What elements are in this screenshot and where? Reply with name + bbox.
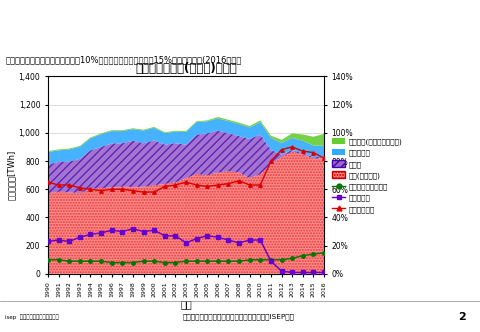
Y-axis label: 年間発電量[TWh]: 年間発電量[TWh] <box>7 150 16 200</box>
Title: 日本の電源構成(発電量)の推移: 日本の電源構成(発電量)の推移 <box>135 62 237 75</box>
Text: 日本の電力供給構造の推移: 日本の電力供給構造の推移 <box>7 16 136 34</box>
Text: 出典：電気事業便覧、電力調査統計などからISEP作成: 出典：電気事業便覧、電力調査統計などからISEP作成 <box>182 314 294 320</box>
Text: 自然エネルギーの発電量の比率は10%前後で停滁してきたが、15%程度まで増加(2016年度）: 自然エネルギーの発電量の比率は10%前後で停滁してきたが、15%程度まで増加(2… <box>6 55 242 64</box>
Text: isep  環境エネルギー政策研究所: isep 環境エネルギー政策研究所 <box>5 314 59 320</box>
Legend: 自然エネ(大規模水力以外), 大規模水力, 原子力, 火力(化石燃料), 自然エネルギー比率, 原子力比率, 化石燃料比率: 自然エネ(大規模水力以外), 大規模水力, 原子力, 火力(化石燃料), 自然エ… <box>333 137 402 213</box>
Text: 2: 2 <box>458 312 466 322</box>
X-axis label: 年度: 年度 <box>180 299 192 309</box>
